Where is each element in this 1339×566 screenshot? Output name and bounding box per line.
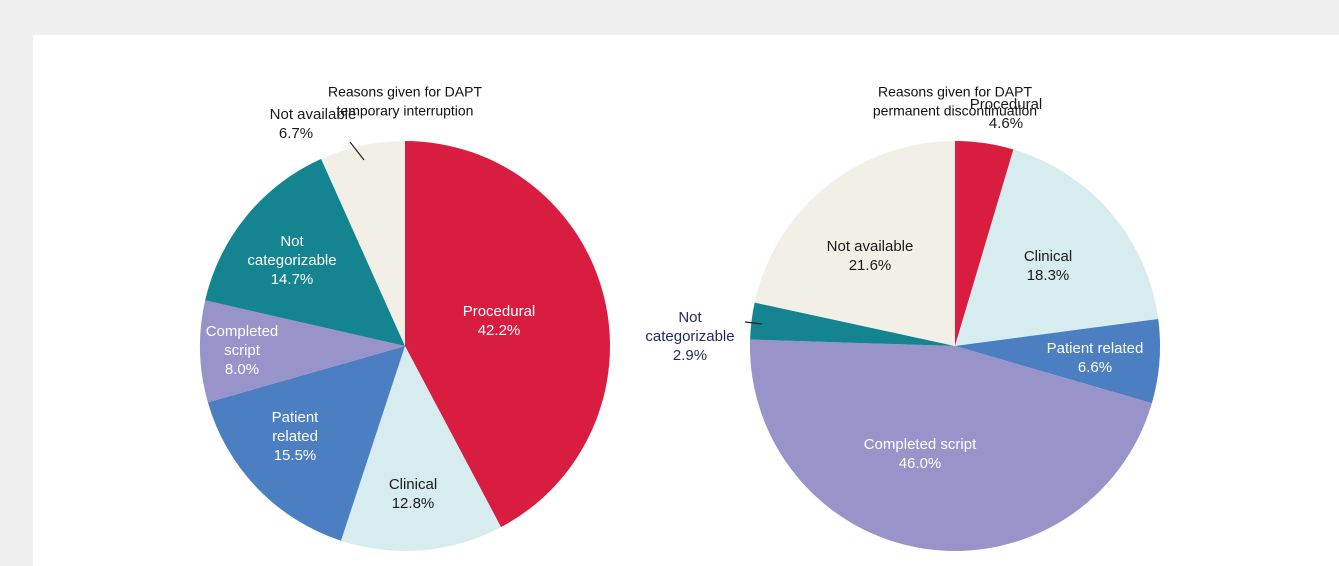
slice-label: Not categorizable xyxy=(247,233,336,269)
value-label: 14.7% xyxy=(271,271,314,288)
value-label: 6.7% xyxy=(279,125,313,142)
chart-title: Reasons given for DAPT xyxy=(878,84,1033,100)
pie-slice xyxy=(955,319,1160,404)
pie-slice xyxy=(955,149,1159,346)
slice-label: Clinical xyxy=(389,476,437,493)
value-label: 21.6% xyxy=(849,257,892,274)
slice-label: Procedural xyxy=(970,96,1043,113)
value-label: 42.2% xyxy=(478,322,521,339)
slice-label: Completed script xyxy=(864,436,977,453)
leader-line xyxy=(349,141,365,161)
pie-slice xyxy=(750,302,955,346)
leader-line xyxy=(744,321,763,325)
pie-slice xyxy=(321,141,405,346)
value-label: 4.6% xyxy=(989,115,1023,132)
slice-label: Procedural xyxy=(463,303,536,320)
value-label: 8.0% xyxy=(225,361,259,378)
slice-label: Patient related xyxy=(1047,340,1144,357)
slice-label: Patient related xyxy=(272,409,320,445)
slice-label: Not available xyxy=(270,106,357,123)
value-label: 46.0% xyxy=(899,455,942,472)
pie-slice xyxy=(405,141,611,528)
chart-title: Reasons given for DAPT xyxy=(328,84,483,100)
value-label: 6.6% xyxy=(1078,359,1112,376)
value-label: 18.3% xyxy=(1027,267,1070,284)
pie-slice xyxy=(750,339,1152,551)
value-label: 2.9% xyxy=(673,347,707,364)
pie-slice xyxy=(200,300,405,403)
value-label: 12.8% xyxy=(392,495,435,512)
slice-label: Clinical xyxy=(1024,248,1072,265)
pie-slice xyxy=(205,158,405,346)
pie-slice xyxy=(754,141,955,346)
chart-title: temporary interruption xyxy=(337,103,474,119)
pie-slice xyxy=(207,346,405,541)
pie-slice xyxy=(340,346,502,551)
slice-label: Not categorizable xyxy=(645,309,734,345)
chart-title: permanent discontinuation xyxy=(873,103,1037,119)
pie-slice xyxy=(955,141,1014,346)
slice-label: Completed script xyxy=(206,323,279,359)
slice-label: Not available xyxy=(827,238,914,255)
value-label: 15.5% xyxy=(274,447,317,464)
